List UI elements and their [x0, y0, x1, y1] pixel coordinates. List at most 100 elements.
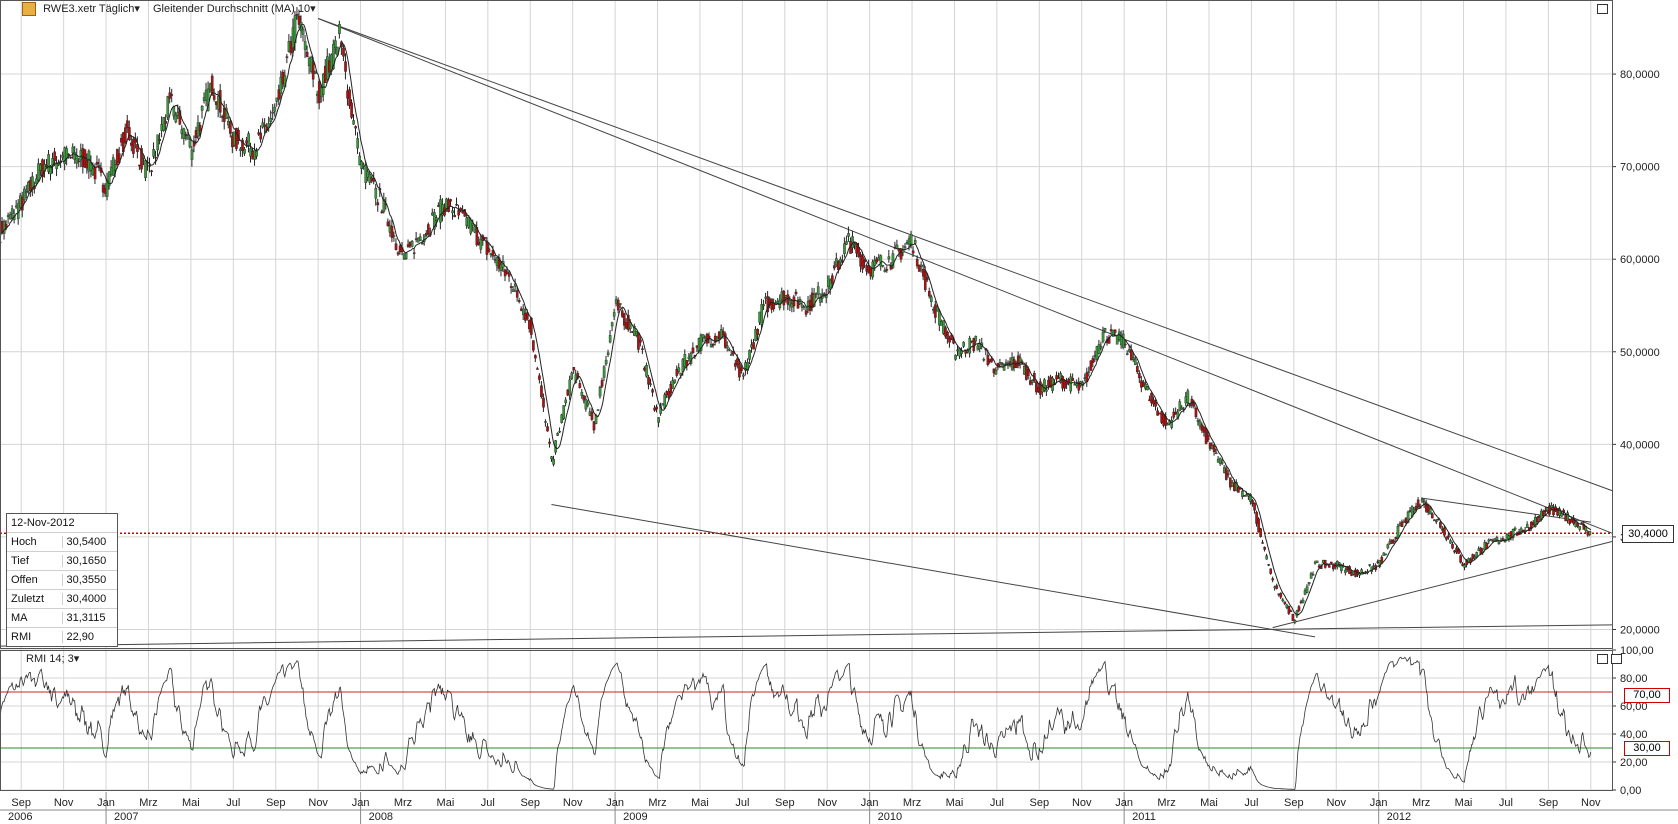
candle-body — [1138, 373, 1141, 379]
candle-body — [322, 74, 325, 95]
candle-body — [911, 250, 915, 254]
symbol-label[interactable]: RWE3.xetr Täglich — [43, 3, 135, 15]
candle-body — [883, 269, 887, 272]
year-label: 2008 — [369, 811, 393, 823]
candle-body — [184, 134, 188, 136]
info-label-ma: MA — [11, 612, 28, 624]
candle-body — [532, 340, 535, 351]
candle-body — [182, 128, 186, 139]
ma-line — [0, 23, 1592, 616]
candle-body — [313, 71, 317, 74]
candle-body — [1107, 337, 1111, 344]
candle-body — [873, 259, 877, 266]
candle-body — [1123, 343, 1127, 346]
month-tick-label: Mrz — [394, 797, 412, 809]
info-value-zuletzt: 30,4000 — [61, 593, 118, 605]
candle-body — [356, 138, 359, 149]
maximize-icon[interactable] — [1597, 4, 1608, 14]
candle-body — [1099, 346, 1103, 349]
candle-body — [899, 248, 903, 260]
candle-body — [259, 132, 262, 140]
candle-body — [616, 299, 620, 311]
candle-body — [592, 421, 596, 431]
candle-body — [550, 456, 553, 460]
candle-body — [651, 389, 654, 393]
candle-body — [1392, 540, 1396, 543]
indicator-label[interactable]: Gleitender Durchschnitt (MA) 10 — [152, 3, 311, 15]
candle-body — [1237, 486, 1240, 493]
candle-body — [25, 191, 28, 193]
price-axis-tick-label: 40,0000 — [1620, 439, 1660, 451]
candle-body — [243, 148, 246, 154]
candle-body — [909, 234, 913, 246]
candle-body — [580, 391, 584, 396]
rmi-header: RMI 14; 3▾ — [26, 652, 79, 665]
rmi-restore-icon[interactable] — [1597, 654, 1608, 664]
symbol-dropdown-icon[interactable]: ▾ — [134, 3, 140, 15]
rmi-line-group — [0, 656, 1612, 790]
candle-body — [418, 236, 422, 241]
candle-body — [382, 199, 386, 212]
info-value-rmi: 22,90 — [61, 631, 118, 643]
candle-body — [746, 362, 749, 371]
candle-body — [358, 155, 361, 166]
candle-body — [156, 134, 159, 151]
candle-body — [802, 306, 806, 308]
candle-body — [582, 395, 586, 401]
candle-body — [423, 234, 426, 242]
candle-body — [410, 240, 414, 247]
month-tick-label: Mrz — [648, 797, 666, 809]
month-tick-label: Sep — [1030, 797, 1050, 809]
candle-body — [837, 260, 840, 270]
month-tick-label: Jul — [735, 797, 749, 809]
candle-body — [1447, 535, 1450, 538]
trendline — [1421, 497, 1591, 523]
candle-body — [570, 372, 574, 380]
month-tick-label: Mai — [1455, 797, 1473, 809]
candle-body — [200, 105, 204, 111]
candle-body — [269, 118, 273, 122]
candle-body — [1267, 564, 1270, 566]
rmi-label[interactable]: RMI 14; 3 — [26, 653, 74, 665]
candle-body — [4, 223, 8, 228]
info-label-rmi: RMI — [11, 631, 32, 643]
candle-body — [1511, 529, 1515, 538]
candle-body — [926, 277, 929, 281]
candle-body — [1439, 522, 1442, 528]
candle-body — [786, 294, 790, 305]
candle-body — [311, 62, 315, 80]
candle-body — [736, 358, 739, 365]
candle-body — [1136, 366, 1139, 373]
candle-body — [390, 226, 394, 238]
candle-body — [1196, 419, 1200, 422]
chart-app-icon[interactable] — [22, 2, 36, 17]
candle-body — [469, 219, 473, 234]
month-tick-label: Mai — [946, 797, 964, 809]
indicator-dropdown-icon[interactable]: ▾ — [310, 3, 316, 15]
candle-body — [1257, 518, 1260, 532]
month-tick-label: Jul — [226, 797, 240, 809]
candle-body — [338, 24, 341, 34]
candle-body — [1269, 568, 1273, 574]
candle-body — [1428, 508, 1432, 515]
candle-body — [982, 358, 986, 361]
month-tick-label: Sep — [775, 797, 795, 809]
rmi-close-icon[interactable] — [1611, 654, 1622, 664]
candle-body — [657, 417, 660, 423]
candle-body — [942, 320, 945, 334]
month-tick-label: Mrz — [903, 797, 921, 809]
candle-body — [881, 265, 885, 267]
candle-body — [1279, 592, 1283, 598]
candle-body — [887, 256, 891, 260]
trendline — [317, 18, 1613, 492]
candle-body — [1077, 381, 1081, 391]
candle-body — [148, 165, 151, 167]
candle-body — [1206, 435, 1210, 441]
candle-body — [608, 335, 612, 343]
candle-body — [301, 29, 305, 35]
rmi-dropdown-icon[interactable]: ▾ — [73, 653, 80, 665]
candle-body — [930, 296, 933, 302]
info-label-tief: Tief — [11, 555, 29, 567]
candle-body — [954, 354, 957, 360]
candle-body — [586, 402, 590, 406]
